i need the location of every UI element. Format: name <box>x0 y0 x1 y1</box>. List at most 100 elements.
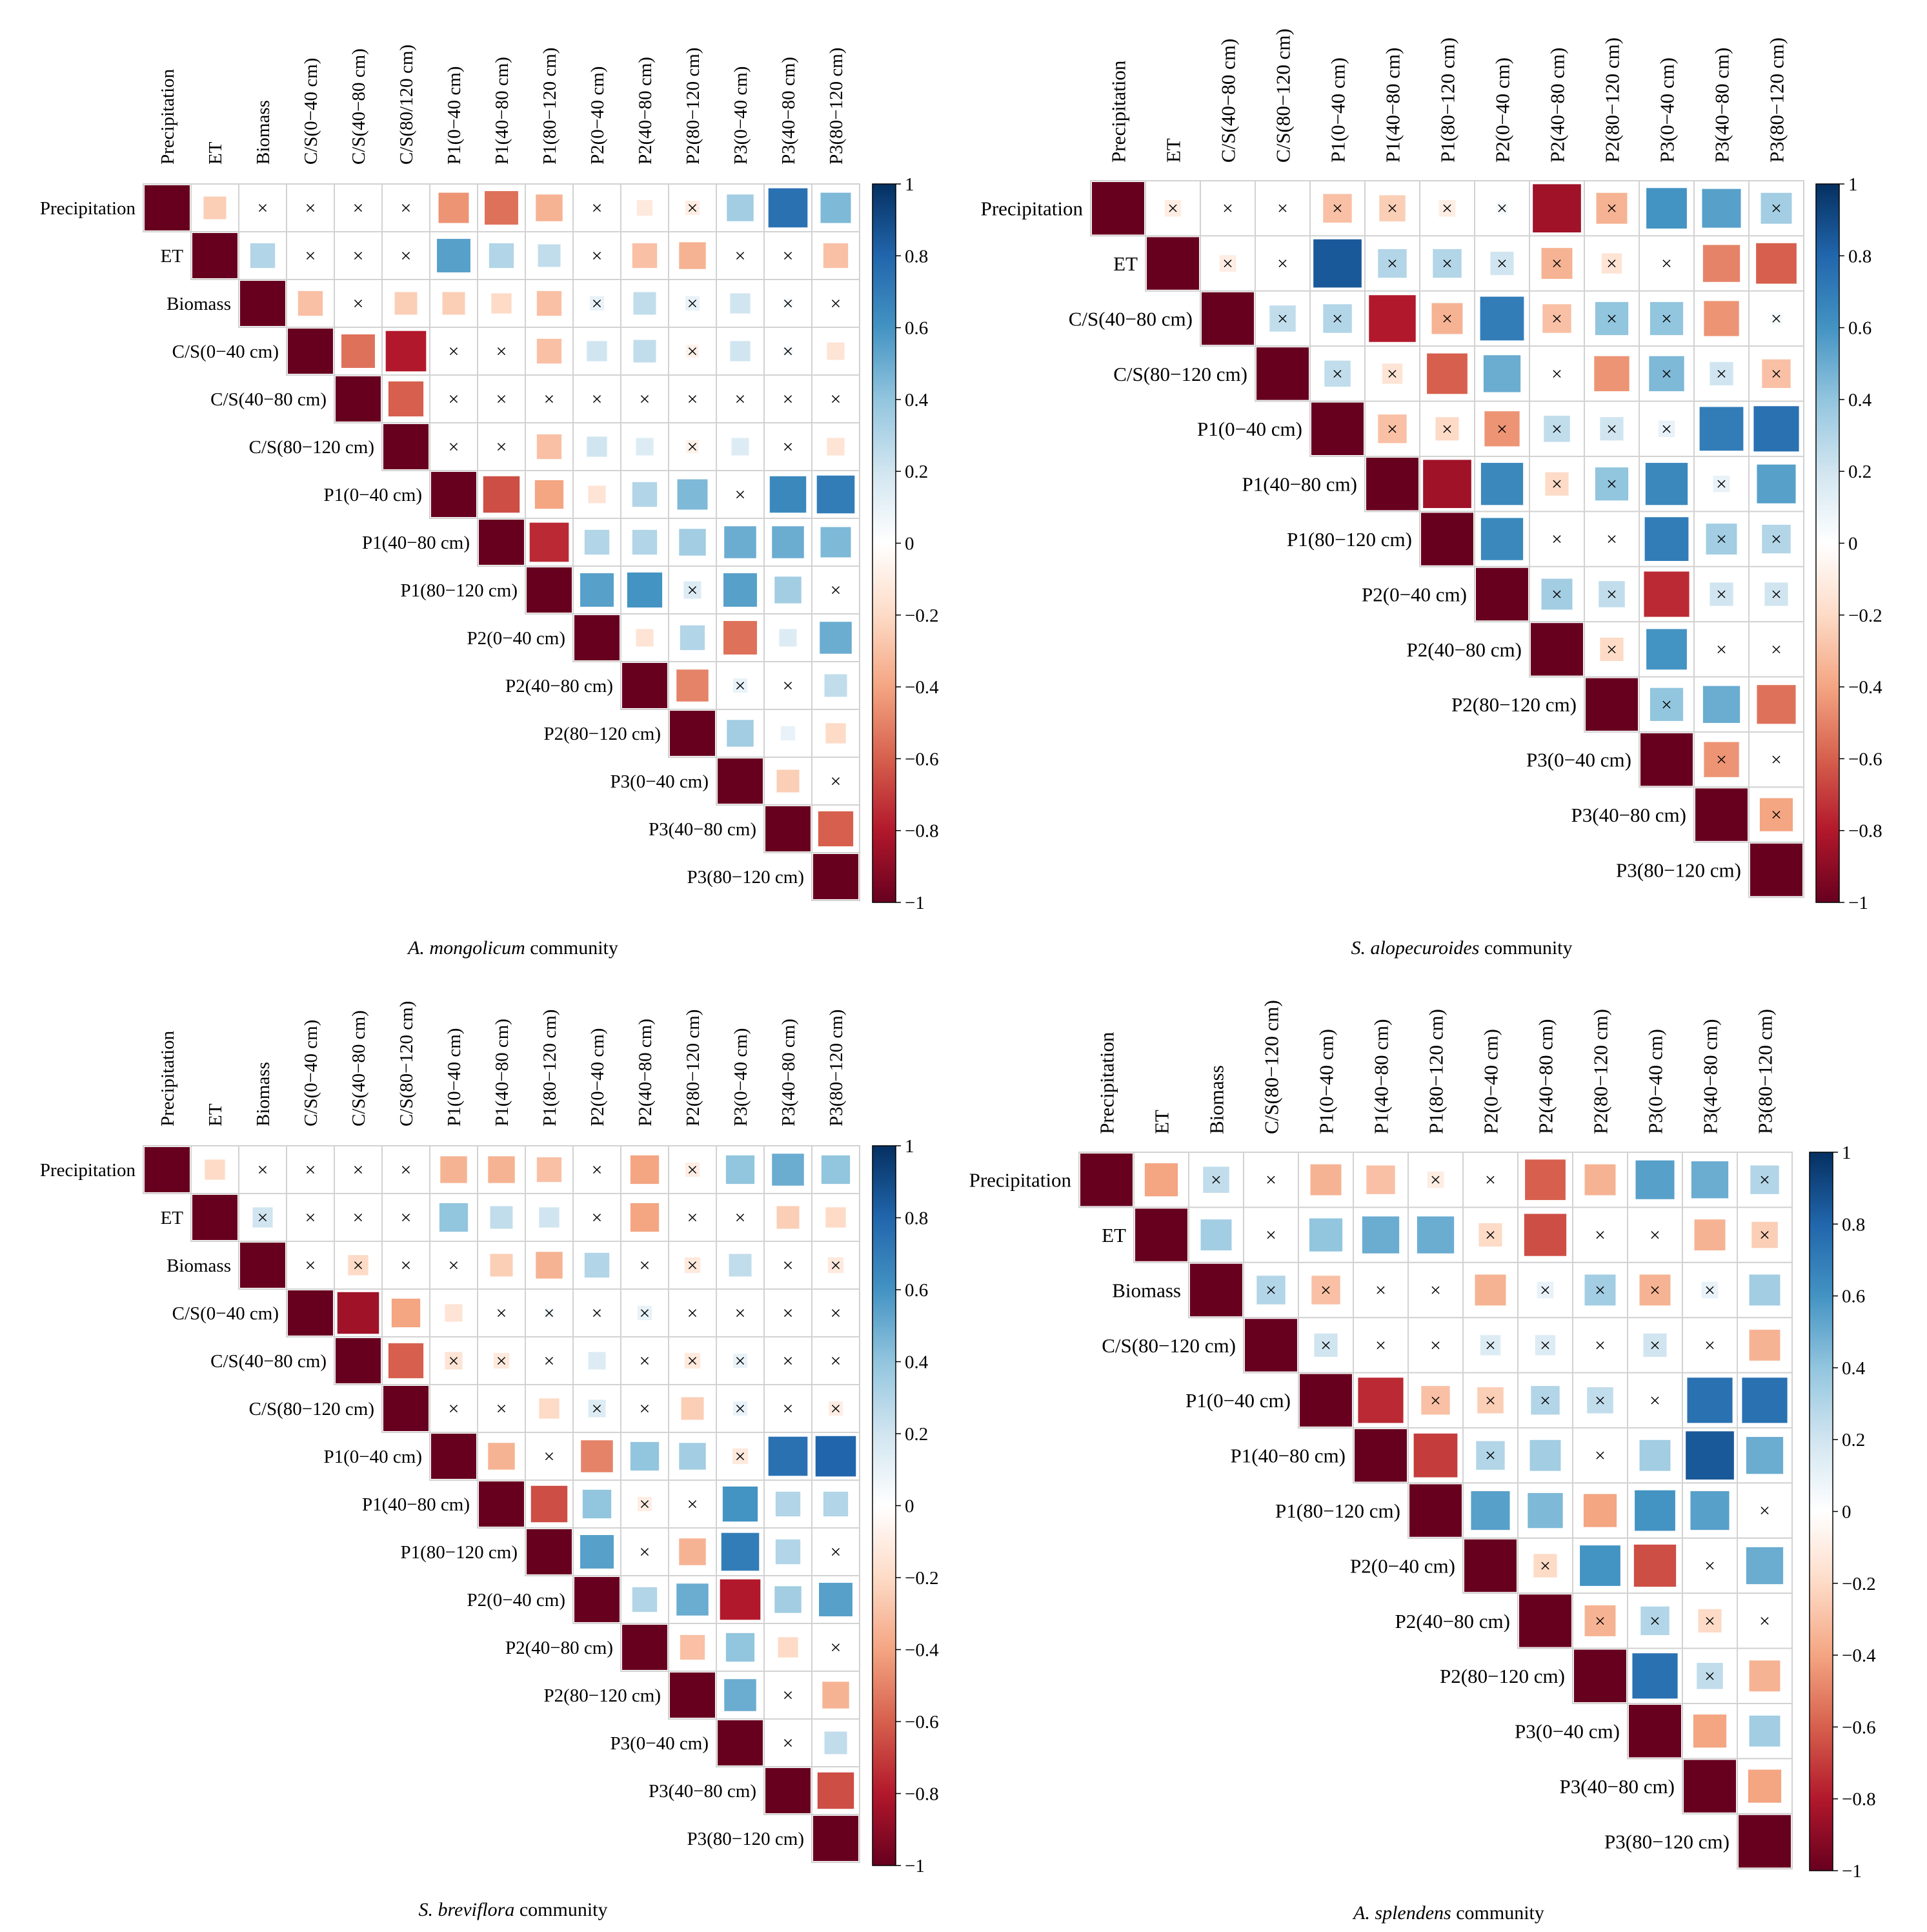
correlation-square <box>679 1443 706 1470</box>
diagonal-cell <box>1464 1539 1517 1592</box>
column-label-c-s-40-80-cm: C/S(40−80 cm) <box>1216 39 1239 163</box>
nonsignificant-mark: × <box>735 1398 746 1419</box>
diagonal-cell <box>1574 1649 1626 1702</box>
correlation-square <box>1644 571 1690 617</box>
nonsignificant-mark: × <box>1606 584 1617 605</box>
nonsignificant-mark: × <box>544 1303 555 1324</box>
diagonal-cell <box>574 615 620 660</box>
nonsignificant-mark: × <box>1771 363 1782 385</box>
grid-cell <box>525 1336 574 1385</box>
correlation-square <box>1697 1663 1723 1689</box>
correlation-square <box>1759 798 1793 831</box>
colorbar <box>1815 183 1840 903</box>
colorbar-tick-label: 0.4 <box>905 390 929 411</box>
correlation-square <box>1750 1165 1779 1194</box>
colorbar-tick-label: 0.2 <box>1842 1430 1865 1450</box>
nonsignificant-mark: × <box>305 1255 316 1276</box>
nonsignificant-mark: × <box>1716 639 1727 660</box>
diagonal-cell <box>1519 1594 1571 1647</box>
grid-cell <box>477 1384 526 1433</box>
correlation-square <box>772 1154 804 1186</box>
nonsignificant-mark: × <box>1661 694 1672 715</box>
row-label-c-s-40-80-cm: C/S(40−80 cm) <box>210 1351 327 1372</box>
nonsignificant-mark: × <box>1759 1170 1770 1191</box>
nonsignificant-mark: × <box>401 1207 412 1228</box>
correlation-square <box>778 1637 798 1658</box>
correlation-square <box>385 330 427 372</box>
colorbar-tick-label: −0.8 <box>905 1784 939 1805</box>
colorbar-tick-label: −0.4 <box>905 677 939 698</box>
column-label-c-s-0-40-cm: C/S(0−40 cm) <box>301 1020 321 1126</box>
colorbar-tick-label: −0.4 <box>1848 677 1882 698</box>
nonsignificant-mark: × <box>353 1255 364 1276</box>
correlation-square <box>529 522 569 562</box>
correlation-square <box>783 298 793 309</box>
column-label-p1-80-120-cm: P1(80−120 cm) <box>1436 37 1458 163</box>
row-label-p3-0-40-cm: P3(0−40 cm) <box>1526 749 1631 771</box>
colorbar-tick-label: 1 <box>905 174 914 195</box>
colorbar-tick-label: 0.8 <box>905 246 928 267</box>
correlation-square <box>676 669 709 702</box>
nonsignificant-mark: × <box>353 198 364 219</box>
correlation-square <box>1742 1378 1788 1423</box>
correlation-square <box>685 200 700 216</box>
nonsignificant-mark: × <box>592 245 603 267</box>
grid-cell <box>1682 1537 1738 1594</box>
diagonal-cell <box>574 1577 620 1622</box>
correlation-square <box>539 1398 560 1419</box>
grid-cell <box>1255 235 1311 292</box>
correlation-square <box>1600 417 1624 441</box>
row-label-p1-40-80-cm: P1(40−80 cm) <box>362 1494 470 1515</box>
nonsignificant-mark: × <box>783 341 794 362</box>
diagonal-cell <box>1640 733 1693 786</box>
nonsignificant-mark: × <box>687 436 698 458</box>
nonsignificant-mark: × <box>735 1207 746 1228</box>
colorbar-tick-label: −1 <box>905 893 925 913</box>
correlation-square <box>1746 1437 1784 1474</box>
column-label-p2-40-80-cm: P2(40−80 cm) <box>1534 1019 1557 1135</box>
caption-a-mongolicum: A. mongolicum community <box>407 937 618 959</box>
correlation-square <box>491 293 512 314</box>
correlation-square <box>730 293 751 314</box>
nonsignificant-mark: × <box>1595 1225 1606 1246</box>
row-label-biomass: Biomass <box>1112 1279 1181 1301</box>
column-label-p2-0-40-cm: P2(0−40 cm) <box>1491 57 1513 163</box>
diagonal-cell <box>670 711 715 756</box>
nonsignificant-mark: × <box>687 198 698 219</box>
correlation-square <box>632 243 658 269</box>
correlation-square <box>816 475 855 514</box>
nonsignificant-mark: × <box>401 1159 412 1181</box>
correlation-square <box>1480 296 1524 341</box>
column-label-p1-40-80-cm: P1(40−80 cm) <box>492 57 512 165</box>
diagonal-cell <box>813 854 858 899</box>
correlation-square <box>637 1305 652 1321</box>
grid-cell <box>1200 180 1256 237</box>
correlation-square <box>1601 253 1622 274</box>
panel-s-breviflora: × × × × × × × × × × × × × × × × × × × × × × × × × × × × × × × × × × × × × × × ×… <box>40 1001 939 1876</box>
nonsignificant-mark: × <box>592 1398 603 1419</box>
column-label-precipitation: Precipitation <box>1107 60 1129 163</box>
correlation-square <box>679 529 706 556</box>
nonsignificant-mark: × <box>1332 363 1343 385</box>
column-label-p3-40-80-cm: P3(40−80 cm) <box>778 57 799 165</box>
nonsignificant-mark: × <box>1650 1280 1660 1301</box>
nonsignificant-mark: × <box>1606 474 1617 495</box>
correlation-square <box>1698 1609 1722 1633</box>
grid-cell <box>381 183 430 232</box>
diagonal-cell <box>1421 513 1473 565</box>
correlation-square <box>680 1634 705 1660</box>
correlation-square <box>637 1496 652 1512</box>
correlation-square <box>1323 194 1352 223</box>
correlation-square <box>1701 1281 1719 1299</box>
row-label-p2-40-80-cm: P2(40−80 cm) <box>1395 1610 1511 1632</box>
correlation-square <box>724 526 756 558</box>
grid-cell <box>1572 1206 1628 1263</box>
nonsignificant-mark: × <box>640 1350 651 1372</box>
correlation-square <box>1379 195 1406 221</box>
row-label-c-s-80-120-cm: C/S(80−120 cm) <box>1113 363 1247 385</box>
correlation-square <box>483 476 520 513</box>
column-label-p3-0-40-cm: P3(0−40 cm) <box>1655 57 1678 163</box>
column-label-p3-80-120-cm: P3(80−120 cm) <box>826 1010 847 1126</box>
nonsignificant-mark: × <box>1661 363 1672 385</box>
row-label-p1-40-80-cm: P1(40−80 cm) <box>1231 1445 1346 1467</box>
